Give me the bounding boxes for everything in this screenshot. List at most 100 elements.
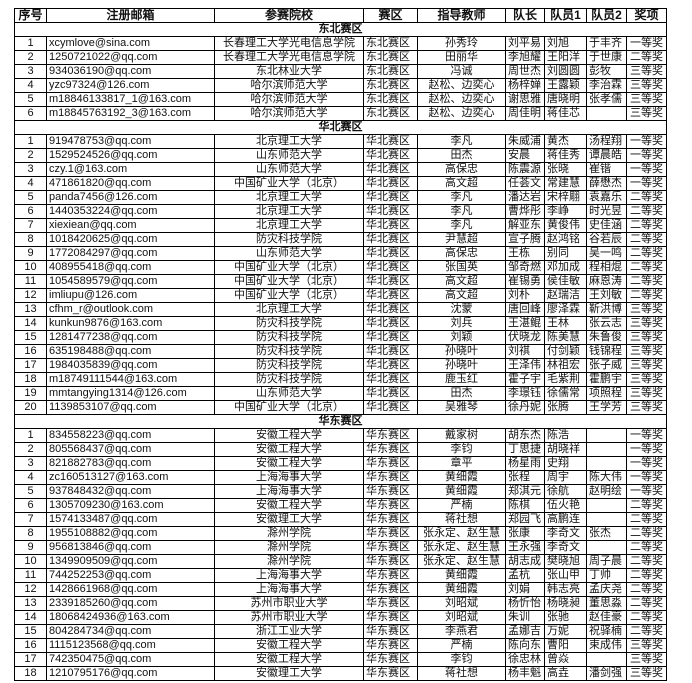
cell-school: 防灾科技学院: [214, 330, 364, 345]
cell-captain: 曹烨彤: [505, 204, 545, 219]
cell-advisor: 高文超: [417, 274, 506, 289]
cell-award: 三等奖: [626, 64, 667, 79]
cell-member2: 陈大伟: [586, 470, 627, 485]
cell-award: 三等奖: [626, 330, 667, 345]
cell-index: 13: [14, 302, 47, 317]
header-captain: 队长: [505, 8, 545, 23]
cell-member2: 孟庆尧: [586, 582, 627, 597]
cell-member1: 张腾: [544, 400, 587, 415]
cell-email: 408955418@qq.com: [46, 260, 215, 275]
cell-member2: 彭牧: [586, 64, 627, 79]
cell-captain: 王泽伟: [505, 358, 545, 373]
cell-index: 18: [14, 372, 47, 387]
cell-member2: 董思淼: [586, 596, 627, 611]
cell-member2: 钱锦程: [586, 344, 627, 359]
table-row: 13 2339185260@qq.com 苏州市职业大学 华东赛区 刘昭斌 杨忻怡 杨晓昶董…: [14, 596, 667, 611]
cell-advisor: 严楠: [417, 498, 506, 513]
cell-email: 804284734@qq.com: [46, 624, 215, 639]
cell-award: 三等奖: [626, 400, 667, 415]
cell-award: 二等奖: [626, 232, 667, 247]
cell-advisor: 李凡: [417, 204, 506, 219]
section-title: 华北赛区: [14, 120, 667, 135]
cell-member1: 邓加成: [544, 260, 587, 275]
cell-member1: 陈美慧: [544, 330, 587, 345]
cell-school: 上海海事大学: [214, 568, 364, 583]
cell-advisor: 田杰: [417, 148, 506, 163]
cell-region: 华东赛区: [363, 666, 418, 681]
cell-email: yzc97324@126.com: [46, 78, 215, 93]
cell-captain: 张康: [505, 526, 545, 541]
header-member2: 队员2: [586, 8, 627, 23]
cell-index: 16: [14, 344, 47, 359]
cell-school: 安徽工程大学: [214, 456, 364, 471]
cell-region: 华北赛区: [363, 190, 418, 205]
cell-award: 二等奖: [626, 288, 667, 303]
header-region: 赛区: [363, 8, 418, 23]
cell-member1: 李奇文: [544, 526, 587, 541]
cell-member2: 王学芳: [586, 400, 627, 415]
cell-email: mmtangying1314@126.com: [46, 386, 215, 401]
cell-email: 919478753@qq.com: [46, 134, 215, 149]
cell-index: 2: [14, 148, 47, 163]
table-row: 12 imliupu@126.com 中国矿业大学（北京） 华北赛区 高文超 刘朴 赵瑞洁王…: [14, 288, 667, 303]
cell-captain: 孟杭: [505, 568, 545, 583]
cell-member1: 黄杰: [544, 134, 587, 149]
cell-member1: 樊晓旭: [544, 554, 587, 569]
cell-index: 17: [14, 652, 47, 667]
cell-school: 哈尔滨师范大学: [214, 78, 364, 93]
cell-region: 华东赛区: [363, 442, 418, 457]
cell-region: 华东赛区: [363, 554, 418, 569]
cell-region: 华东赛区: [363, 540, 418, 555]
table-row: 3 czy.1@163.com 山东师范大学 华北赛区 高保忠 陈震源 张晓 崔锴 一等奖: [14, 162, 667, 177]
cell-award: 三等奖: [626, 302, 667, 317]
table-row: 4 471861820@qq.com 中国矿业大学（北京） 华北赛区 高文超 任荟文 常建慧…: [14, 176, 667, 191]
cell-index: 1: [14, 36, 47, 51]
cell-award: 二等奖: [626, 274, 667, 289]
table-row: 10 408955418@qq.com 中国矿业大学（北京） 华北赛区 张国英 邹奇燃 邓加…: [14, 260, 667, 275]
cell-member2: 汤程翔: [586, 134, 627, 149]
cell-award: 三等奖: [626, 358, 667, 373]
cell-award: 一等奖: [626, 442, 667, 457]
cell-captain: 郑园飞: [505, 512, 545, 527]
table-row: 5 937848432@qq.com 上海海事大学 华东赛区 黄细霞 郑淇元 徐航 赵明绘 一等…: [14, 484, 667, 499]
cell-advisor: 黄细霞: [417, 582, 506, 597]
table-row: 3 821882783@qq.com 安徽工程大学 华东赛区 章平 杨星雨 史翔 一等奖: [14, 456, 667, 471]
cell-school: 防灾科技学院: [214, 344, 364, 359]
cell-region: 华北赛区: [363, 260, 418, 275]
cell-index: 6: [14, 106, 47, 121]
cell-advisor: 章平: [417, 456, 506, 471]
cell-member2: 赵佳豪: [586, 610, 627, 625]
cell-region: 华北赛区: [363, 232, 418, 247]
cell-member2: [586, 652, 627, 667]
cell-advisor: 蒋社想: [417, 512, 506, 527]
cell-member2: [586, 540, 627, 555]
cell-email: zc160513127@163.com: [46, 470, 215, 485]
cell-member1: 徐儒常: [544, 386, 587, 401]
cell-award: 二等奖: [626, 596, 667, 611]
cell-award: 三等奖: [626, 316, 667, 331]
header-index: 序号: [14, 8, 47, 23]
cell-member1: 曾焱: [544, 652, 587, 667]
cell-member2: 于世康: [586, 50, 627, 65]
cell-region: 华东赛区: [363, 526, 418, 541]
cell-member1: 侯佳敏: [544, 274, 587, 289]
cell-school: 苏州市职业大学: [214, 596, 364, 611]
cell-member1: 高垚: [544, 666, 587, 681]
cell-advisor: 李燕君: [417, 624, 506, 639]
cell-school: 北京理工大学: [214, 302, 364, 317]
cell-advisor: 张永定、赵生慧: [417, 540, 506, 555]
cell-member2: 束成伟: [586, 638, 627, 653]
cell-region: 华北赛区: [363, 358, 418, 373]
cell-award: 二等奖: [626, 624, 667, 639]
cell-email: 1428661968@qq.com: [46, 582, 215, 597]
cell-school: 北京理工大学: [214, 218, 364, 233]
cell-advisor: 田杰: [417, 386, 506, 401]
cell-award: 一等奖: [626, 162, 667, 177]
cell-captain: 李璟钰: [505, 386, 545, 401]
cell-award: 一等奖: [626, 470, 667, 485]
cell-member2: 祝驿楠: [586, 624, 627, 639]
cell-member2: 袁嘉乐: [586, 190, 627, 205]
cell-index: 8: [14, 526, 47, 541]
cell-index: 6: [14, 498, 47, 513]
cell-member1: 唐晓明: [544, 92, 587, 107]
